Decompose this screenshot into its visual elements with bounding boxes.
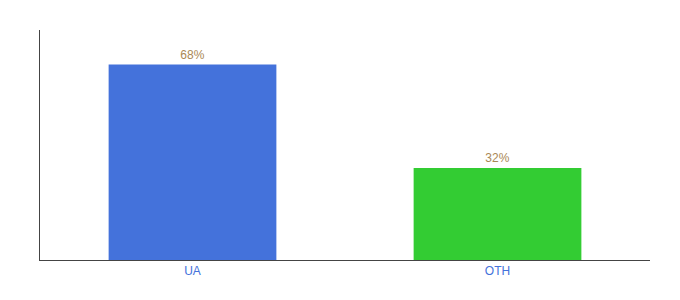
svg-text:OTH: OTH (485, 264, 510, 278)
svg-text:68%: 68% (180, 48, 204, 62)
svg-text:UA: UA (184, 264, 201, 278)
svg-text:32%: 32% (485, 151, 509, 165)
